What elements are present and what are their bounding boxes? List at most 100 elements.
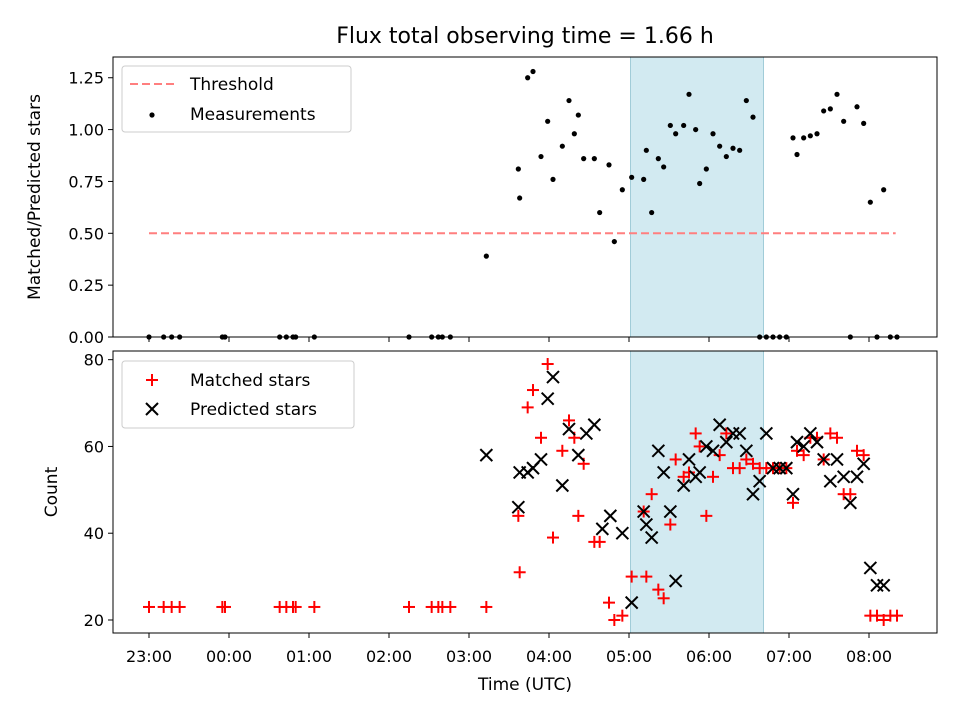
- matched-star-point: [700, 509, 713, 522]
- bottom-y-axis-label: Count: [42, 466, 62, 517]
- measurement-point: [743, 97, 749, 104]
- measurement-point: [794, 151, 800, 158]
- predicted-star-point: [752, 474, 767, 488]
- matched-star-point: [693, 440, 706, 453]
- matched-star-point: [747, 457, 759, 470]
- matched-star-point: [791, 444, 803, 457]
- matched-star-point: [740, 453, 753, 466]
- x-tick-label: 08:00: [846, 647, 892, 666]
- measurement-point: [661, 164, 667, 170]
- predicted-star-point: [796, 439, 811, 454]
- bottom-observing-span: [630, 350, 764, 634]
- predicted-star-point: [830, 452, 844, 467]
- measurement-point: [730, 145, 736, 151]
- measurement-point: [550, 176, 556, 182]
- matched-star-point: [645, 488, 658, 501]
- measurement-point: [667, 122, 673, 129]
- measurement-point: [710, 131, 716, 137]
- measurement-point: [867, 199, 873, 205]
- top-observing-span: [630, 56, 764, 338]
- top-plot-frame: [112, 56, 938, 338]
- predicted-star-point: [562, 422, 576, 436]
- measurement-point: [530, 68, 536, 75]
- predicted-star-point: [644, 530, 659, 545]
- x-tick-label: 07:00: [766, 647, 812, 666]
- predicted-star-point: [863, 561, 878, 575]
- matched-star-point: [143, 600, 155, 613]
- matched-star-point: [689, 427, 702, 440]
- chart-title: Flux total observing time = 1.66 h: [336, 24, 714, 49]
- measurement-point: [545, 118, 551, 124]
- matched-star-point: [556, 444, 569, 457]
- matched-star-point: [720, 427, 733, 440]
- legend-predicted-swatch: [145, 402, 159, 416]
- top-panel: 0.00 0.25 0.50 0.75 1.00 1.25 Matched/Predict…: [25, 56, 938, 347]
- matched-star-point: [603, 596, 615, 609]
- predicted-star-point: [663, 504, 678, 519]
- x-tick-label: 04:00: [526, 647, 572, 666]
- measurement-point: [517, 195, 523, 201]
- x-tick-label: 03:00: [446, 647, 492, 666]
- matched-star-point: [535, 431, 547, 444]
- matched-star-point: [797, 449, 810, 462]
- measurement-point: [643, 147, 649, 153]
- predicted-star-point: [682, 452, 696, 467]
- predicted-star-point: [546, 370, 560, 384]
- measurement-point: [681, 122, 687, 129]
- matched-star-point: [616, 609, 629, 622]
- measurement-point: [737, 147, 743, 153]
- measurement-point: [717, 143, 723, 149]
- x-tick-label: 05:00: [606, 647, 652, 666]
- measurement-point: [619, 187, 625, 193]
- matched-star-point: [625, 570, 638, 583]
- bottom-y-tick-label: 40: [84, 524, 104, 543]
- matched-star-point: [831, 431, 843, 444]
- matched-star-point: [219, 600, 231, 613]
- legend-measurements-swatch: [149, 112, 155, 118]
- legend-predicted-label: Predicted stars: [190, 400, 317, 420]
- matched-star-point: [563, 414, 575, 427]
- predicted-star-point: [823, 474, 838, 488]
- measurement-point: [861, 120, 867, 126]
- predicted-star-point: [876, 578, 891, 592]
- predicted-star-point: [779, 461, 794, 475]
- predicted-star-point: [479, 448, 494, 462]
- bottom-y-tick-label: 80: [84, 351, 104, 370]
- matched-star-point: [547, 531, 559, 544]
- predicted-star-point: [699, 439, 714, 454]
- predicted-star-point: [624, 595, 639, 610]
- bottom-panel: 20 40 60 80 23:00 00:00 01:00 02:00 03:00 04:00 0…: [42, 350, 938, 695]
- predicted-star-point: [656, 465, 671, 480]
- top-y-tick-label: 0.00: [68, 328, 104, 347]
- legend-matched-label: Matched stars: [190, 371, 310, 391]
- top-y-tick-label: 1.25: [68, 69, 104, 88]
- measurement-point: [525, 75, 531, 81]
- measurement-point: [515, 166, 521, 172]
- measurement-point: [655, 156, 661, 162]
- predicted-star-point: [746, 487, 760, 501]
- matched-star-point: [608, 613, 621, 626]
- measurement-point: [841, 118, 847, 124]
- predicted-star-point: [803, 426, 818, 441]
- predicted-star-point: [571, 448, 586, 462]
- matched-star-point: [733, 462, 746, 475]
- predicted-star-point: [843, 496, 858, 510]
- measurement-point: [575, 112, 581, 118]
- measurement-point: [723, 153, 729, 160]
- matched-star-point: [173, 600, 186, 613]
- measurement-point: [483, 253, 489, 259]
- predicted-star-point: [856, 457, 871, 471]
- predicted-star-point: [534, 452, 548, 467]
- top-y-axis-label: Matched/Predicted stars: [25, 94, 45, 300]
- measurement-point: [673, 131, 679, 137]
- predicted-star-point: [759, 426, 774, 441]
- measurement-point: [611, 238, 617, 245]
- matched-star-point: [664, 518, 677, 531]
- predicted-star-point: [712, 418, 727, 432]
- matched-star-point: [640, 570, 653, 583]
- measurement-point: [827, 106, 833, 112]
- legend-measurements-label: Measurements: [190, 105, 316, 125]
- matched-star-point: [669, 453, 682, 466]
- predicted-star-point: [603, 509, 618, 523]
- x-tick-label: 23:00: [126, 647, 172, 666]
